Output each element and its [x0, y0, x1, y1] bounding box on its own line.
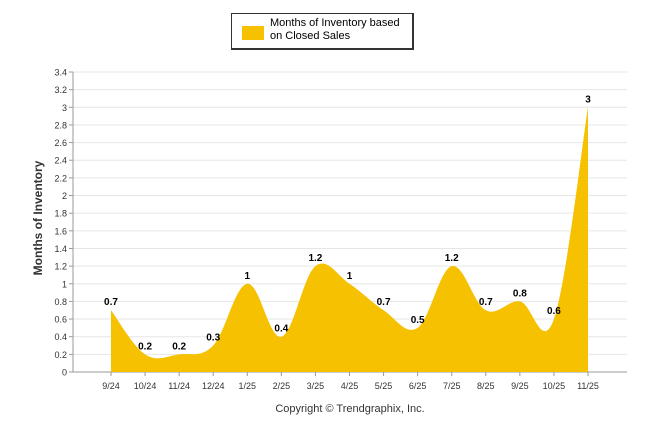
- y-tick-label: 2: [62, 191, 67, 201]
- data-label: 1.2: [445, 253, 459, 264]
- y-tick-label: 0.8: [54, 297, 67, 307]
- data-label: 0.7: [377, 297, 391, 308]
- data-label: 0.6: [547, 306, 561, 317]
- data-label: 1: [347, 271, 353, 282]
- y-axis-label: Months of Inventory: [31, 160, 45, 276]
- x-tick-label: 11/25: [577, 381, 599, 391]
- y-tick-label: 1.8: [54, 209, 67, 219]
- x-tick-label: 4/25: [341, 381, 359, 391]
- x-tick-label: 5/25: [375, 381, 393, 391]
- x-tick-label: 1/25: [239, 381, 257, 391]
- y-tick-label: 3.4: [54, 68, 67, 78]
- data-label: 0.2: [138, 341, 152, 352]
- legend-label: Months of Inventory based on Closed Sale…: [270, 17, 400, 42]
- legend-swatch: [242, 26, 264, 40]
- y-tick-label: 3.2: [54, 85, 67, 95]
- data-label: 1.2: [308, 253, 322, 264]
- data-label: 0.7: [104, 297, 118, 308]
- x-tick-label: 11/24: [168, 381, 190, 391]
- y-tick-label: 2.2: [54, 173, 67, 183]
- x-tick-label: 7/25: [443, 381, 461, 391]
- y-tick-label: 1: [62, 279, 67, 289]
- legend[interactable]: Months of Inventory based on Closed Sale…: [231, 13, 414, 50]
- data-label: 0.7: [479, 297, 493, 308]
- area-series: [111, 107, 588, 372]
- data-label: 0.5: [411, 315, 425, 326]
- x-tick-label: 12/24: [202, 381, 225, 391]
- y-tick-label: 0.4: [54, 332, 67, 342]
- x-tick-label: 10/25: [543, 381, 566, 391]
- y-tick-label: 2.8: [54, 120, 67, 130]
- data-label: 0.3: [206, 333, 220, 344]
- data-label: 0.4: [274, 324, 288, 335]
- x-tick-label: 9/25: [511, 381, 529, 391]
- data-label: 0.8: [513, 288, 527, 299]
- y-tick-label: 0.2: [54, 350, 67, 360]
- y-tick-label: 0: [62, 368, 67, 378]
- y-tick-label: 0.6: [54, 315, 67, 325]
- data-label: 1: [245, 271, 251, 282]
- y-tick-label: 1.6: [54, 226, 67, 236]
- x-tick-label: 10/24: [134, 381, 157, 391]
- y-tick-label: 1.4: [54, 244, 67, 254]
- y-tick-label: 2.4: [54, 156, 67, 166]
- copyright-footer: Copyright © Trendgraphix, Inc.: [275, 403, 425, 415]
- y-tick-label: 2.6: [54, 138, 67, 148]
- y-tick-label: 1.2: [54, 262, 67, 272]
- x-tick-label: 9/24: [102, 381, 120, 391]
- x-tick-label: 6/25: [409, 381, 427, 391]
- x-tick-label: 8/25: [477, 381, 495, 391]
- data-label: 3: [585, 94, 591, 105]
- x-tick-label: 3/25: [307, 381, 325, 391]
- x-tick-label: 2/25: [273, 381, 291, 391]
- data-label: 0.2: [172, 341, 186, 352]
- y-tick-label: 3: [62, 103, 67, 113]
